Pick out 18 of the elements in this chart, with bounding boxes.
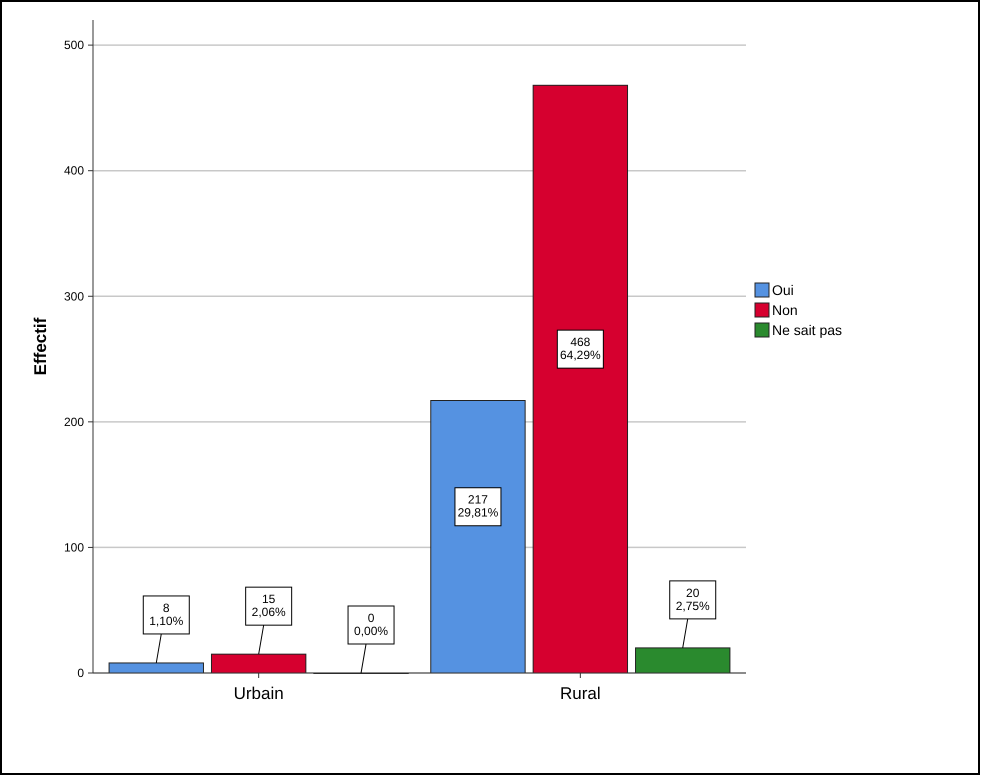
y-tick-label: 200 <box>64 414 84 429</box>
data-label: 15 2,06% <box>252 592 286 620</box>
y-tick-label: 100 <box>64 540 84 554</box>
y-tick-label: 300 <box>64 289 84 304</box>
data-label: 217 29,81% <box>458 492 499 520</box>
data-label: 20 2,75% <box>676 586 710 613</box>
y-axis-title: Effectif <box>31 317 50 376</box>
data-label: 468 64,29% <box>560 335 602 362</box>
data-label: 8 1,10% <box>149 600 184 628</box>
legend-label: Oui <box>772 282 794 298</box>
x-tick-label: Urbain <box>234 684 284 703</box>
y-tick-label: 500 <box>64 38 84 52</box>
legend-label: Non <box>772 302 798 318</box>
y-tick-label: 400 <box>64 164 84 178</box>
x-tick-label: Rural <box>560 684 601 703</box>
data-label: 0 0,00% <box>354 611 388 638</box>
y-tick-label: 0 <box>77 666 84 680</box>
legend-label: Ne sait pas <box>772 322 842 338</box>
